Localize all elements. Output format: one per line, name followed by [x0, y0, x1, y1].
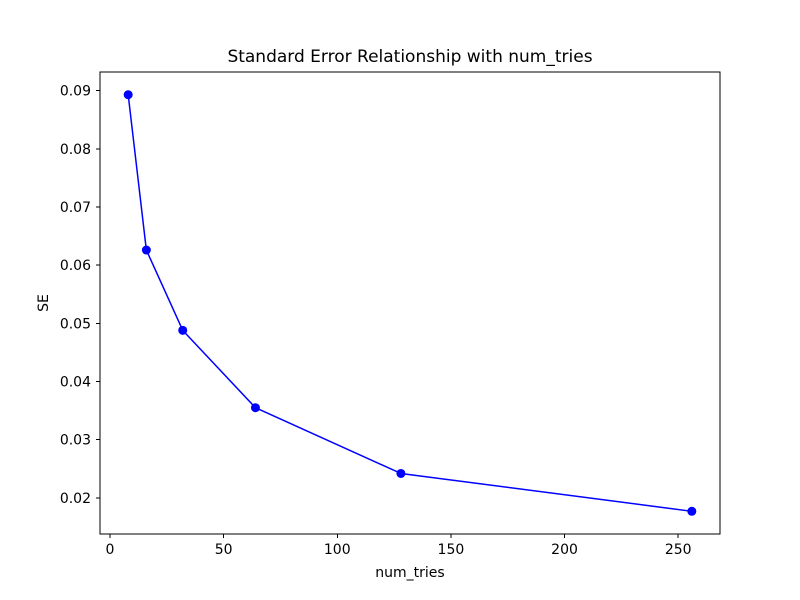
y-tick-label: 0.02: [60, 491, 91, 507]
chart-title: Standard Error Relationship with num_tri…: [227, 47, 592, 67]
data-point: [687, 506, 697, 516]
y-tick-label: 0.03: [60, 433, 91, 449]
y-axis-label: SE: [36, 294, 52, 312]
data-point: [250, 403, 260, 413]
y-tick-label: 0.07: [60, 200, 91, 216]
data-point: [141, 245, 151, 255]
x-tick-label: 200: [551, 542, 578, 558]
data-point: [396, 468, 406, 478]
y-tick-label: 0.05: [60, 316, 91, 332]
y-tick-label: 0.09: [60, 84, 91, 100]
x-tick-label: 50: [215, 542, 233, 558]
y-tick-label: 0.08: [60, 142, 91, 158]
x-tick-label: 250: [665, 542, 692, 558]
x-tick-label: 150: [438, 542, 465, 558]
data-point: [123, 90, 133, 100]
data-point: [178, 325, 188, 335]
axes-box: [99, 71, 721, 535]
data-line: [127, 94, 692, 513]
plot-area: 0 50 100 150 200 250 0.02 0.03 0.04 0.05 0.06 0.07 0…: [60, 71, 721, 558]
x-tick-label: 0: [106, 542, 115, 558]
x-axis-label: num_tries: [375, 565, 444, 581]
y-tick-label: 0.06: [60, 258, 91, 274]
y-tick-label: 0.04: [60, 375, 91, 391]
x-tick-label: 100: [324, 542, 351, 558]
